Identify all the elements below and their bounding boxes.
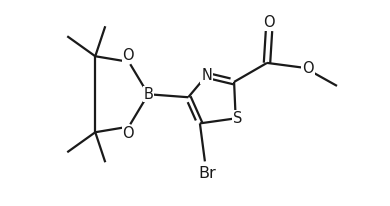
Text: O: O bbox=[302, 61, 314, 76]
Text: O: O bbox=[122, 48, 134, 63]
Text: S: S bbox=[233, 111, 242, 126]
Text: O: O bbox=[122, 126, 134, 141]
Text: O: O bbox=[263, 15, 275, 30]
Text: Br: Br bbox=[198, 166, 216, 181]
Text: N: N bbox=[201, 68, 212, 83]
Text: B: B bbox=[144, 87, 153, 102]
